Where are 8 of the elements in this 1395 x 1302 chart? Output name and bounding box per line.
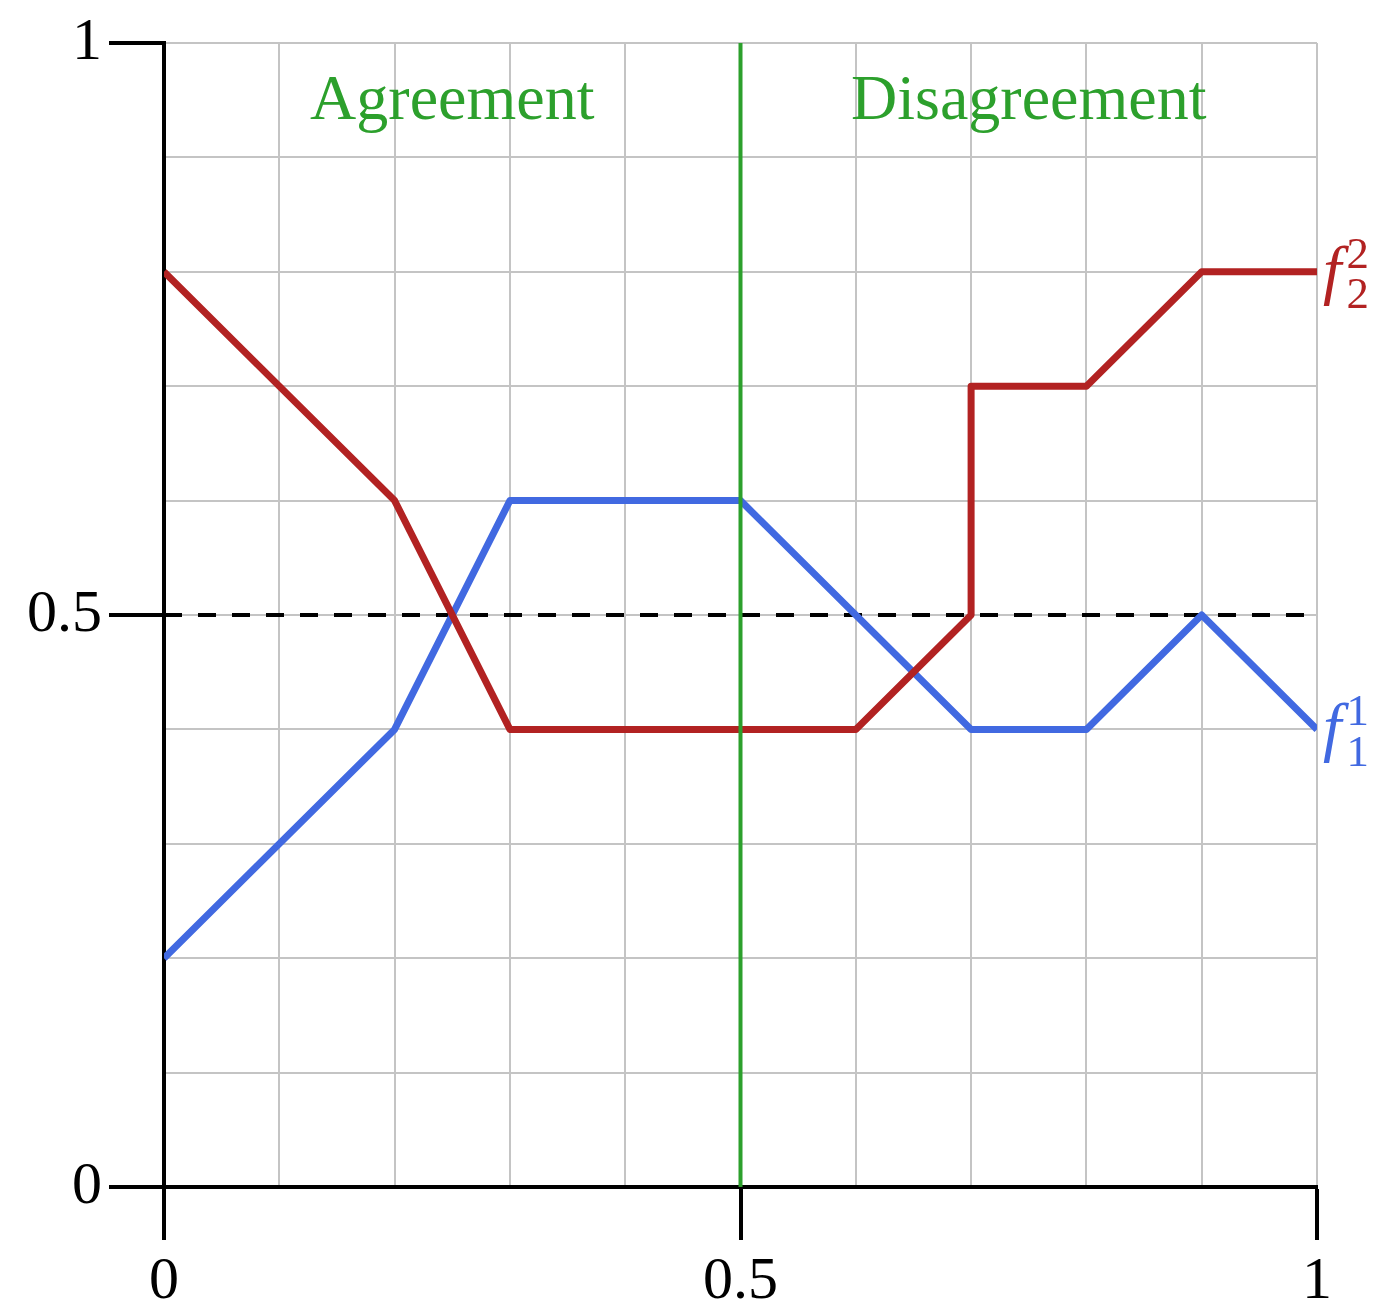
x-tick-label: 0 (149, 1244, 179, 1302)
y-tick-label: 1 (72, 5, 102, 72)
annotation: Disagreement (851, 62, 1207, 134)
y-tick-label: 0.5 (27, 577, 102, 644)
annotation: Agreement (310, 62, 595, 134)
x-tick-label: 0.5 (703, 1244, 778, 1302)
y-tick-label: 0 (72, 1149, 102, 1216)
x-tick-label: 1 (1302, 1244, 1332, 1302)
